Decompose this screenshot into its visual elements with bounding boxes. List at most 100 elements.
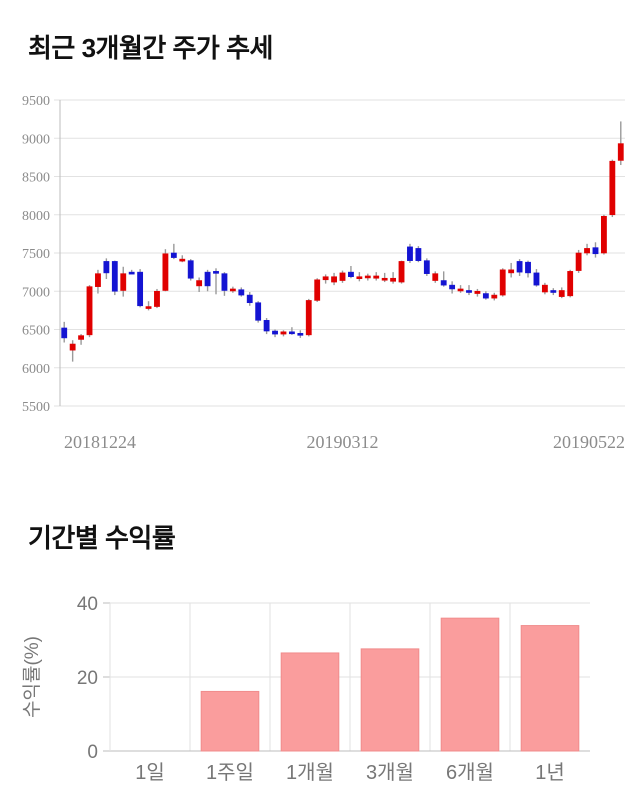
candle-body [567,271,574,297]
candle-body [398,261,405,283]
candle [95,269,101,294]
candle-body [69,343,76,351]
x-category-label: 6개월 [446,761,494,784]
page-title-price-trend: 최근 3개월간 주가 추세 [28,33,273,63]
candle-body [288,331,295,335]
candle-body [128,271,135,275]
candle [356,272,363,282]
candle-body [541,284,548,293]
candle-body [432,273,439,281]
x-category-label: 1주일 [206,761,254,784]
candle-body [491,294,498,299]
x-category-label: 3개월 [366,761,414,784]
candle-body [415,248,422,261]
candle [525,260,531,278]
y-tick-label: 6000 [22,362,50,377]
candle-body [381,277,388,281]
candle [407,243,413,263]
x-tick-label: 20190522 [553,432,625,452]
candle [61,321,68,343]
y-axis-title: 수익률(%) [21,636,43,718]
candle [128,269,135,275]
candle [162,249,169,292]
candle-body [179,258,186,262]
candle-body [61,327,68,339]
candle-body [111,261,118,292]
candle [69,340,76,362]
candle [187,259,194,281]
x-tick-label: 20190312 [307,432,379,452]
candle [111,260,118,296]
candle-body [238,289,245,296]
candle-body [221,273,228,291]
price-candlestick-chart: 5500 6000 6500 7000 7500 8000 8500 9000 9500 2018… [0,86,640,486]
candle-body [103,261,110,274]
candle [491,292,498,301]
candle-body [364,275,371,279]
candle [373,272,380,281]
price-chart-svg: 5500 6000 6500 7000 7500 8000 8500 9000 9500 2018… [22,94,625,452]
candle [305,298,312,337]
y-tick-label: 6500 [22,324,50,339]
candle-body [407,246,413,261]
y-tick-label: 7000 [22,285,50,300]
candle [508,262,515,278]
candle [314,278,321,302]
candle [288,327,295,335]
candle-body [423,260,430,274]
candle [213,268,219,295]
candle-body [120,273,127,291]
candle-body [187,260,194,279]
bar [200,690,260,752]
candle-body [314,279,321,301]
candle-body [86,286,93,336]
candle-body [373,275,380,279]
candle-body [154,290,160,307]
candle-body [457,288,464,292]
y-tick-label: 20 [77,668,98,689]
candle [221,272,228,296]
candle [558,287,565,299]
candle-body [246,294,253,304]
period-returns-bar-chart: 0 20 40 1일 1주일 1개월 3개월 6개월 1년 수익률(%) [0,580,640,810]
bar [440,617,500,752]
candle [331,272,337,286]
candle-body [272,330,278,335]
candle-body [348,271,354,278]
x-category-label: 1년 [535,761,565,784]
candle-body [609,160,616,216]
candle [423,258,430,276]
candle [196,277,203,293]
candle [381,272,388,283]
candle [499,268,506,297]
candle-body [482,293,489,299]
candle [440,271,447,287]
bar [360,648,420,752]
candle [516,259,523,276]
candle-body [322,276,329,281]
candle-body [170,252,177,258]
candle-body [196,280,203,287]
candle-body [213,271,219,274]
y-tick-label: 8500 [22,171,50,186]
candle [550,288,557,296]
page-title-period-returns: 기간별 수익률 [28,523,176,553]
candle [103,258,110,280]
candle-body [145,306,152,309]
candle [137,269,144,308]
y-tick-label: 5500 [22,400,50,415]
candle-body [255,302,262,321]
candle [567,269,574,298]
candle [617,121,624,166]
candle [466,285,472,296]
candle [482,291,489,300]
candle [364,273,371,281]
candle-body [516,261,523,273]
candle [145,301,152,311]
bar [520,625,580,752]
candle [280,330,287,337]
candle-body [499,269,506,296]
candle-body [508,269,515,274]
candle-body [95,273,101,287]
